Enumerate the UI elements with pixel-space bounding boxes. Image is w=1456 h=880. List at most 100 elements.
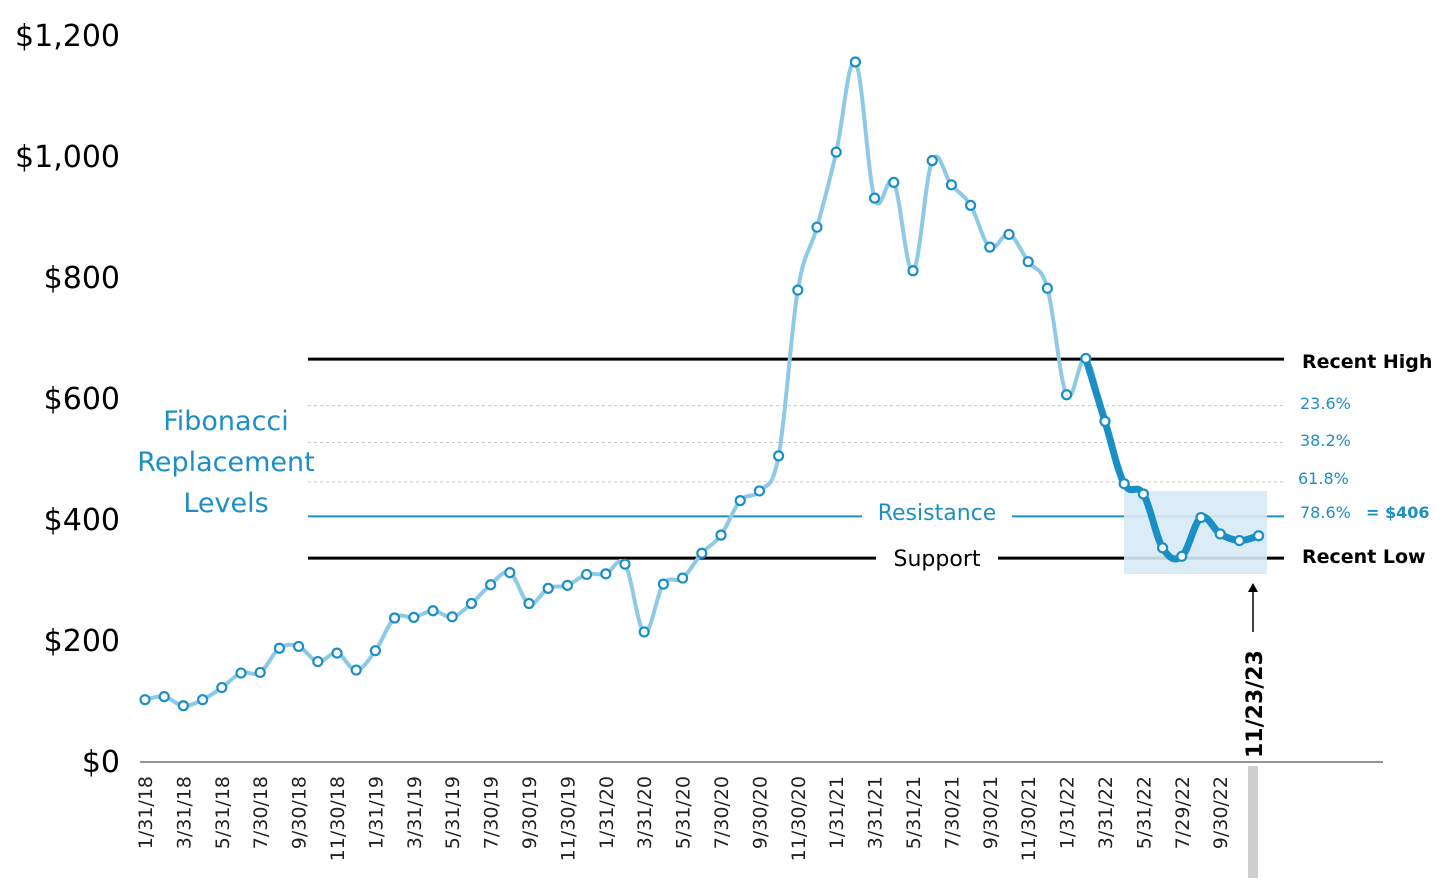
y-tick-label: $800: [44, 261, 120, 296]
fib-78-label: 78.6%: [1300, 503, 1351, 522]
x-tick-label: 9/30/18: [289, 776, 311, 849]
data-point: [1214, 528, 1226, 540]
data-point: [216, 681, 228, 694]
current-date-label: 11/23/23: [1243, 650, 1268, 758]
x-tick-label: 9/30/19: [519, 776, 541, 849]
data-point: [293, 640, 305, 653]
x-tick-label: 3/31/20: [634, 776, 656, 849]
data-point: [1060, 389, 1073, 401]
fib-38-label: 38.2%: [1300, 431, 1351, 450]
x-tick-label: 5/31/20: [673, 776, 695, 849]
data-point: [408, 611, 420, 624]
data-point: [715, 529, 727, 541]
current-date-bar: [1248, 766, 1258, 878]
x-tick-label: 5/31/19: [442, 776, 464, 849]
data-point: [446, 611, 458, 623]
data-point: [888, 176, 900, 189]
data-point: [868, 192, 881, 204]
x-tick-label: 5/31/22: [1133, 776, 1155, 849]
x-tick-label: 11/30/18: [327, 776, 349, 861]
data-point: [984, 241, 996, 253]
recent-low-label: Recent Low: [1302, 546, 1426, 568]
data-point: [177, 700, 189, 712]
data-point: [1195, 511, 1207, 524]
data-point: [849, 56, 862, 68]
x-tick-label: 5/31/18: [212, 776, 234, 849]
data-point: [580, 568, 593, 581]
data-point: [389, 612, 401, 624]
data-point: [312, 655, 324, 668]
data-point: [504, 567, 516, 579]
y-tick-label: $1,000: [15, 140, 120, 175]
data-point: [1137, 488, 1150, 500]
x-tick-label: 7/30/21: [941, 776, 963, 849]
data-point: [696, 547, 708, 559]
x-tick-label: 7/30/20: [711, 776, 733, 849]
x-tick-label: 1/31/19: [365, 776, 387, 849]
data-point: [158, 691, 170, 703]
data-point: [1099, 415, 1111, 427]
data-point: [753, 485, 766, 497]
current-date-arrow-head: [1248, 583, 1258, 592]
fib-61-label: 61.8%: [1298, 469, 1349, 488]
data-point: [1118, 478, 1130, 490]
data-point: [542, 582, 554, 594]
fib-23-label: 23.6%: [1300, 394, 1351, 413]
data-point: [1041, 282, 1054, 294]
x-axis-ticks: 1/31/18 3/31/18 5/31/18 7/30/18 9/30/18 11/30…: [135, 776, 1232, 861]
data-point: [139, 694, 151, 706]
data-point: [926, 155, 938, 167]
data-point: [1003, 228, 1015, 241]
x-tick-label: 11/30/20: [788, 776, 810, 861]
data-point: [254, 666, 266, 679]
fibonacci-title-line: Replacement: [137, 447, 314, 478]
x-tick-label: 1/31/22: [1057, 776, 1079, 849]
data-point: [792, 284, 804, 296]
data-point: [676, 572, 689, 584]
x-axis: [140, 761, 1383, 878]
data-point: [427, 605, 439, 617]
data-point: [638, 626, 650, 638]
data-point: [523, 597, 535, 610]
fibonacci-title-line: Levels: [183, 488, 268, 519]
x-tick-label: 1/31/20: [596, 776, 618, 849]
x-tick-label: 3/31/22: [1095, 776, 1117, 849]
x-tick-label: 5/31/21: [903, 776, 925, 849]
y-axis-ticks: $0 $200 $400 $600 $800 $1,000 $1,200: [15, 19, 120, 780]
data-point: [369, 645, 381, 657]
data-point: [235, 667, 247, 679]
data-point: [465, 597, 477, 610]
data-point: [1233, 534, 1246, 547]
x-tick-label: 9/30/20: [749, 776, 771, 849]
data-point: [811, 221, 823, 233]
y-tick-label: $200: [44, 624, 120, 659]
x-tick-label: 3/31/18: [173, 776, 195, 849]
x-tick-label: 11/30/21: [1018, 776, 1040, 861]
price-markers: [139, 56, 1265, 712]
data-point: [197, 694, 209, 706]
data-point: [1156, 542, 1169, 554]
data-point: [1080, 352, 1092, 365]
data-point: [1252, 530, 1265, 542]
fib-78-value-label: = $406: [1366, 503, 1430, 522]
x-tick-label: 7/30/19: [481, 776, 503, 849]
x-tick-label: 11/30/19: [557, 776, 579, 861]
price-series: [144, 59, 1263, 708]
y-tick-label: $600: [44, 382, 120, 417]
data-point: [1176, 550, 1188, 562]
data-point: [772, 450, 785, 462]
data-point: [600, 568, 612, 580]
data-point: [907, 265, 919, 277]
fibonacci-levels: [308, 357, 1284, 560]
data-point: [657, 578, 670, 590]
data-point: [964, 199, 977, 211]
data-point: [350, 664, 362, 676]
support-label: Support: [894, 547, 981, 572]
price-line-highlight: [1082, 354, 1263, 563]
resistance-label: Resistance: [878, 501, 997, 526]
data-point: [619, 558, 631, 570]
y-tick-label: $1,200: [15, 19, 120, 54]
y-tick-label: $400: [44, 503, 120, 538]
data-point: [561, 579, 574, 591]
